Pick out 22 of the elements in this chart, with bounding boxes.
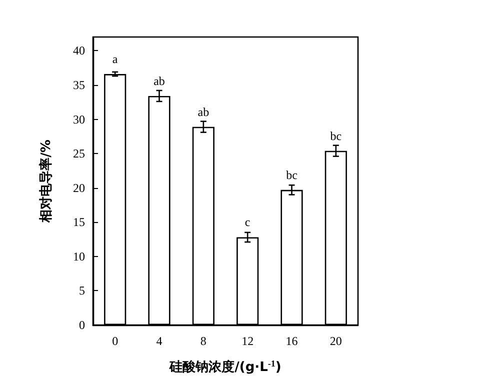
x-tick-label: 20 xyxy=(330,334,342,348)
y-tick-label: 20 xyxy=(73,180,85,195)
y-axis-title: 相对电导率/% xyxy=(38,140,54,224)
x-tick-label: 12 xyxy=(242,334,254,348)
x-tick-label: 16 xyxy=(286,334,298,348)
data-label: bc xyxy=(330,128,342,143)
data-label: bc xyxy=(286,168,298,182)
data-label: c xyxy=(244,215,250,230)
data-label: a xyxy=(112,52,118,66)
y-tick-label: 15 xyxy=(73,215,85,230)
x-tick-label: 4 xyxy=(156,334,162,348)
y-tick-label: 25 xyxy=(73,146,85,161)
data-label: ab xyxy=(198,104,210,119)
y-tick-label: 10 xyxy=(73,249,85,264)
x-tick-label: 0 xyxy=(112,334,118,348)
data-label: ab xyxy=(154,74,165,88)
y-tick-label: 0 xyxy=(79,318,85,332)
y-tick-label: 5 xyxy=(79,284,85,298)
y-tick-label: 30 xyxy=(73,112,85,126)
y-tick-label: 40 xyxy=(73,44,85,58)
x-tick-label: 8 xyxy=(200,334,206,348)
y-tick-label: 35 xyxy=(73,78,85,92)
